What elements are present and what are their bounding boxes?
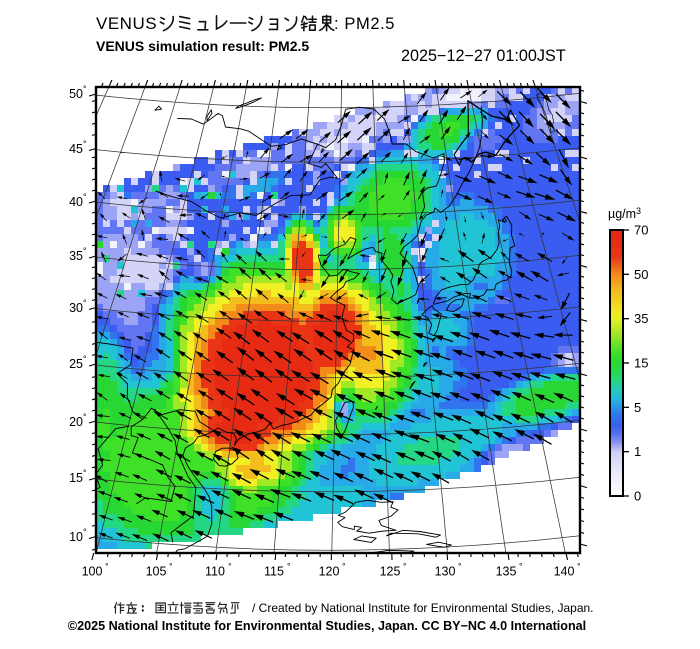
svg-text:: PM2.5: : PM2.5 — [334, 15, 395, 33]
svg-text:50: 50 — [634, 267, 648, 282]
svg-text:1: 1 — [634, 444, 641, 459]
svg-text:115: 115 — [264, 565, 284, 579]
svg-text:5: 5 — [634, 400, 641, 415]
svg-text:2025−12−27 01:00JST: 2025−12−27 01:00JST — [401, 47, 566, 65]
svg-text:°: ° — [169, 562, 173, 572]
svg-text:135: 135 — [496, 565, 517, 579]
svg-text:10: 10 — [69, 530, 83, 544]
svg-text:140: 140 — [554, 565, 575, 579]
svg-text:50: 50 — [69, 87, 83, 101]
svg-text:°: ° — [287, 562, 291, 572]
svg-text:°: ° — [83, 298, 87, 308]
svg-text:°: ° — [83, 412, 87, 422]
svg-text:©2025 National Institute for E: ©2025 National Institute for Environment… — [68, 619, 586, 633]
svg-text:°: ° — [83, 84, 87, 94]
svg-text:100: 100 — [82, 565, 103, 579]
svg-text:°: ° — [83, 246, 87, 256]
svg-text:120: 120 — [319, 565, 340, 579]
svg-text:VENUS: VENUS — [96, 14, 157, 33]
svg-text:°: ° — [105, 562, 109, 572]
svg-text:°: ° — [83, 139, 87, 149]
svg-text:35: 35 — [634, 311, 648, 326]
svg-text:°: ° — [83, 468, 87, 478]
svg-text:°: ° — [83, 527, 87, 537]
svg-text:15: 15 — [69, 471, 83, 485]
svg-text:25: 25 — [69, 357, 83, 371]
svg-text:35: 35 — [69, 249, 83, 263]
svg-text:125: 125 — [380, 565, 401, 579]
svg-text:µg/m3: µg/m3 — [608, 206, 641, 221]
svg-text:30: 30 — [69, 301, 83, 315]
svg-text:°: ° — [83, 354, 87, 364]
svg-text:0: 0 — [634, 489, 641, 504]
svg-text:°: ° — [519, 562, 523, 572]
svg-text:130: 130 — [435, 565, 456, 579]
svg-text:°: ° — [228, 562, 232, 572]
svg-text:/ Created by National Institut: / Created by National Institute for Envi… — [252, 601, 594, 615]
svg-text:70: 70 — [634, 223, 648, 238]
svg-text:110: 110 — [205, 565, 225, 579]
svg-text:20: 20 — [69, 415, 83, 429]
svg-text:VENUS simulation result: PM2.5: VENUS simulation result: PM2.5 — [96, 38, 309, 54]
svg-text:°: ° — [577, 562, 581, 572]
svg-text:105: 105 — [146, 565, 167, 579]
svg-text:°: ° — [458, 562, 462, 572]
svg-text:°: ° — [83, 192, 87, 202]
svg-text:40: 40 — [69, 195, 83, 209]
svg-text:°: ° — [342, 562, 346, 572]
svg-text:15: 15 — [634, 356, 648, 371]
svg-text:°: ° — [403, 562, 407, 572]
svg-text:45: 45 — [69, 142, 83, 156]
